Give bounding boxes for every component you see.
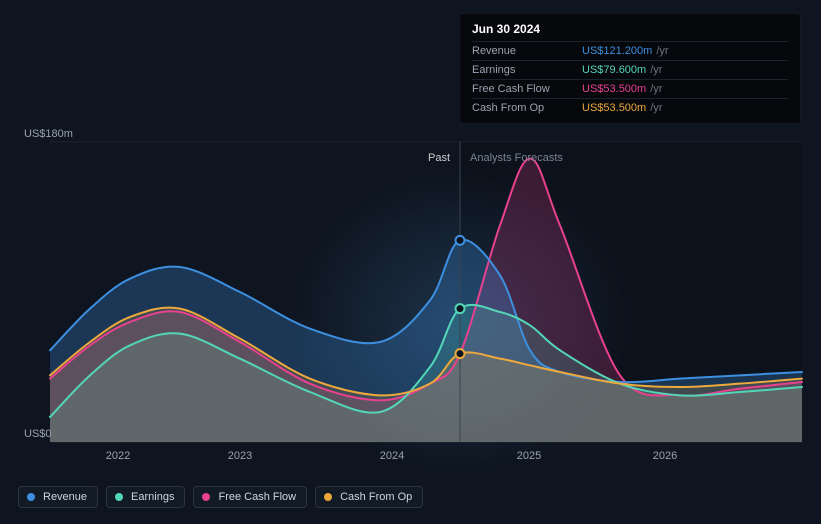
legend-item-label: Revenue: [43, 491, 87, 503]
legend-item-revenue[interactable]: Revenue: [18, 486, 98, 508]
tooltip-row-label: Revenue: [472, 45, 582, 57]
legend-item-earnings[interactable]: Earnings: [106, 486, 185, 508]
past-label: Past: [428, 152, 450, 164]
tooltip-row: Free Cash FlowUS$53.500m/yr: [472, 79, 788, 98]
tooltip-row-label: Earnings: [472, 64, 582, 76]
tooltip-row-value: US$53.500m: [582, 102, 646, 114]
tooltip-row-unit: /yr: [650, 83, 662, 95]
legend-dot-icon: [324, 493, 332, 501]
tooltip-row: EarningsUS$79.600m/yr: [472, 60, 788, 79]
x-tick-label: 2026: [653, 450, 677, 462]
legend-item-cfo[interactable]: Cash From Op: [315, 486, 423, 508]
tooltip-row-unit: /yr: [650, 102, 662, 114]
legend-item-label: Cash From Op: [340, 491, 412, 503]
y-tick-label: US$0: [24, 428, 52, 440]
tooltip-row-label: Free Cash Flow: [472, 83, 582, 95]
tooltip-row-value: US$79.600m: [582, 64, 646, 76]
financials-chart: US$180m US$0 2022 2023 2024 2025 2026 Past An…: [0, 0, 821, 524]
chart-legend: Revenue Earnings Free Cash Flow Cash From O…: [18, 486, 423, 508]
tooltip-row-unit: /yr: [656, 45, 668, 57]
legend-dot-icon: [115, 493, 123, 501]
x-tick-label: 2022: [106, 450, 130, 462]
tooltip-row: Cash From OpUS$53.500m/yr: [472, 98, 788, 117]
tooltip-date: Jun 30 2024: [472, 22, 788, 41]
forecast-label: Analysts Forecasts: [470, 152, 563, 164]
tooltip-row-value: US$121.200m: [582, 45, 652, 57]
y-tick-label: US$180m: [24, 128, 73, 140]
legend-item-fcf[interactable]: Free Cash Flow: [193, 486, 307, 508]
x-tick-label: 2024: [380, 450, 404, 462]
x-tick-label: 2025: [517, 450, 541, 462]
tooltip-row-label: Cash From Op: [472, 102, 582, 114]
chart-tooltip: Jun 30 2024 RevenueUS$121.200m/yrEarning…: [460, 14, 800, 123]
tooltip-row: RevenueUS$121.200m/yr: [472, 41, 788, 60]
legend-item-label: Earnings: [131, 491, 174, 503]
legend-dot-icon: [27, 493, 35, 501]
tooltip-row-value: US$53.500m: [582, 83, 646, 95]
legend-item-label: Free Cash Flow: [218, 491, 296, 503]
tooltip-row-unit: /yr: [650, 64, 662, 76]
legend-dot-icon: [202, 493, 210, 501]
x-tick-label: 2023: [228, 450, 252, 462]
